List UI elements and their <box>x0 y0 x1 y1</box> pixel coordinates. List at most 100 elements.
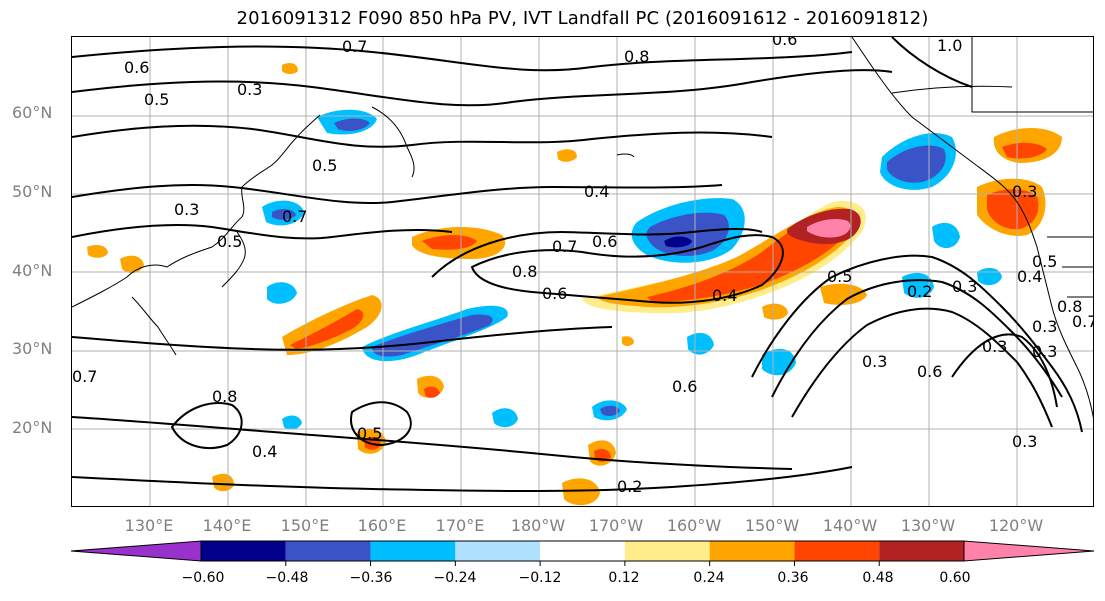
positive-anomaly-small-1-core <box>424 386 440 398</box>
colorbar-extend-max <box>963 540 1095 562</box>
colorbar-swatch <box>624 541 710 561</box>
contour-label: 0.5 <box>312 156 337 175</box>
contour-label: 0.2 <box>907 282 932 301</box>
colorbar-swatch <box>201 541 286 561</box>
colorbar-tick-label: 0.36 <box>777 570 809 586</box>
contour-label: 1.0 <box>937 37 962 55</box>
contour-label: 0.3 <box>1012 182 1037 201</box>
contour-label: 0.3 <box>174 200 199 219</box>
contour-label: 0.6 <box>542 284 567 303</box>
negative-anomaly-blob-2-core <box>887 145 946 183</box>
map-canvas: 0.70.80.6 1.00.60.50.30.50.40.40.70.30.5 0… <box>72 37 1094 506</box>
lon-label-140e: 140°E <box>202 516 252 535</box>
lon-label-120w: 120°W <box>988 516 1044 535</box>
pv-contours <box>72 37 1083 492</box>
positive-anomaly-small-11 <box>212 473 234 492</box>
colorbar-tick-label: −0.12 <box>518 570 562 586</box>
map-gridlines <box>72 37 1093 506</box>
positive-anomaly-small-5 <box>762 303 788 320</box>
negative-anomaly-small-7 <box>902 272 934 298</box>
contour-label: 0.6 <box>672 377 697 396</box>
positive-anomaly-small-10 <box>557 149 577 162</box>
positive-anomaly-small-7 <box>87 245 108 258</box>
colorbar-swatches <box>70 540 1095 566</box>
contour-label: 0.3 <box>1032 342 1057 361</box>
contour-label: 0.5 <box>144 90 169 109</box>
colorbar-tick-label: −0.48 <box>265 570 309 586</box>
lat-label-60n: 60°N <box>12 103 53 122</box>
colorbar-swatch <box>285 541 371 561</box>
map-plot-area: 0.7 0.8 0.6 1.0 0.6 0.5 0.3 0.5 0.4 0.4 0.7 0.3 0.5 0… <box>71 36 1094 507</box>
contour-label: 0.4 <box>252 442 277 461</box>
contour-label: 0.7 <box>282 207 307 226</box>
contour-label: 0.5 <box>217 232 242 251</box>
contour-label: 0.3 <box>952 277 977 296</box>
lon-label-180w: 180°W <box>510 516 566 535</box>
lat-label-20n: 20°N <box>12 418 53 437</box>
contour-label: 0.6 <box>917 362 942 381</box>
lon-label-170e: 170°E <box>435 516 485 535</box>
contour-label: 0.4 <box>584 182 609 201</box>
lon-label-150w: 150°W <box>744 516 800 535</box>
negative-anomaly-small-1-core <box>272 209 296 220</box>
contour-label: 0.4 <box>712 286 737 305</box>
colorbar-swatch <box>879 541 964 561</box>
lat-label-50n: 50°N <box>12 182 53 201</box>
contour-label: 0.7 <box>342 37 367 56</box>
negative-anomaly-small-4-core <box>600 405 620 416</box>
colorbar-swatch <box>794 541 880 561</box>
contour-label: 0.5 <box>357 424 382 443</box>
colorbar-swatch <box>370 541 456 561</box>
colorbar-tick-label: 0.60 <box>939 570 971 586</box>
positive-anomaly-small-4 <box>820 283 867 305</box>
lon-label-160w: 160°W <box>666 516 722 535</box>
colorbar-swatch <box>709 541 795 561</box>
positive-anomaly-north-core <box>1002 142 1047 159</box>
lon-label-170w: 170°W <box>588 516 644 535</box>
colorbar-tick-label: −0.60 <box>181 570 225 586</box>
negative-anomaly-small-9 <box>492 408 518 428</box>
colorbar-tick-label: 0.24 <box>693 570 725 586</box>
map-title: 2016091312 F090 850 hPa PV, IVT Landfall… <box>236 8 929 29</box>
colorbar-swatch <box>540 541 625 561</box>
colorbar-tick-label: −0.24 <box>433 570 477 586</box>
contour-label: 0.8 <box>1057 297 1082 316</box>
colorbar-tick-label: 0.12 <box>608 570 640 586</box>
negative-anomaly-small-2 <box>267 282 297 304</box>
lon-label-130e: 130°E <box>124 516 174 535</box>
contour-label: 0.7 <box>1072 312 1094 331</box>
contour-label: 0.7 <box>72 367 97 386</box>
contour-label: 0.3 <box>1012 432 1037 451</box>
colorbar-tick-label: −0.36 <box>349 570 393 586</box>
positive-anomaly-max <box>807 219 851 238</box>
colorbar-outline <box>200 540 965 562</box>
contour-label: 0.3 <box>982 337 1007 356</box>
positive-anomaly-small-9 <box>282 63 298 74</box>
positive-anomaly-small-8 <box>120 255 144 274</box>
contour-label: 0.6 <box>124 58 149 77</box>
lat-label-30n: 30°N <box>12 339 53 358</box>
contour-label: 0.3 <box>237 80 262 99</box>
lon-label-140w: 140°W <box>822 516 878 535</box>
pv-anomaly-fills <box>87 63 1062 506</box>
contour-label: 0.7 <box>552 237 577 256</box>
contour-label: 0.5 <box>1032 252 1057 271</box>
contour-label: 0.5 <box>827 267 852 286</box>
colorbar <box>70 540 1095 566</box>
contour-label: 0.8 <box>512 262 537 281</box>
contour-label: 0.3 <box>862 352 887 371</box>
positive-anomaly-coast-core <box>987 189 1039 230</box>
negative-anomaly-blob-1-max <box>664 236 692 248</box>
colorbar-swatch <box>455 541 541 561</box>
negative-anomaly-small-11 <box>977 267 1002 286</box>
contour-label: 0.8 <box>212 387 237 406</box>
contour-labels: 0.70.80.6 1.00.60.50.30.50.40.40.70.30.5 0… <box>72 37 1094 496</box>
colorbar-extend-min <box>70 540 202 562</box>
coastlines <box>72 37 1093 419</box>
negative-anomaly-small-10 <box>282 415 302 430</box>
positive-anomaly-mid-core <box>422 235 477 250</box>
contour-label: 0.6 <box>772 37 797 49</box>
lon-label-160e: 160°E <box>357 516 407 535</box>
positive-anomaly-small-6 <box>562 478 600 506</box>
colorbar-tick-label: 0.48 <box>862 570 894 586</box>
